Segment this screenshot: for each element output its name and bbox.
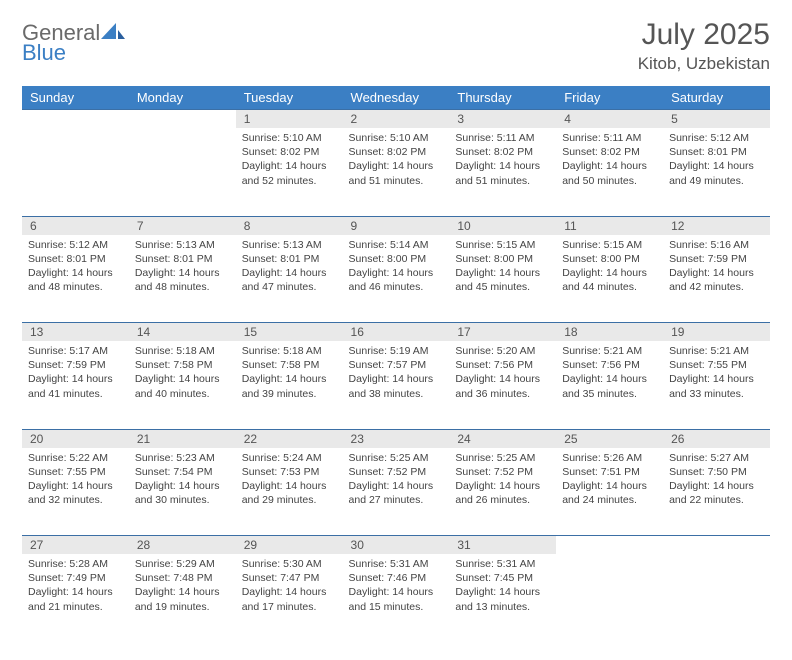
- daynum-row: 20212223242526: [22, 429, 770, 448]
- brand-text: General Blue: [22, 22, 126, 63]
- day-cell: Sunrise: 5:23 AMSunset: 7:54 PMDaylight:…: [129, 448, 236, 536]
- day-number: 12: [663, 216, 770, 235]
- title-block: July 2025 Kitob, Uzbekistan: [638, 18, 770, 74]
- day-number: 22: [236, 429, 343, 448]
- content-row: Sunrise: 5:10 AMSunset: 8:02 PMDaylight:…: [22, 128, 770, 216]
- dayhead-sun: Sunday: [22, 86, 129, 110]
- day-number: [663, 536, 770, 555]
- content-row: Sunrise: 5:17 AMSunset: 7:59 PMDaylight:…: [22, 341, 770, 429]
- day-cell: Sunrise: 5:12 AMSunset: 8:01 PMDaylight:…: [663, 128, 770, 216]
- sail-icon: [100, 22, 126, 40]
- day-cell: Sunrise: 5:21 AMSunset: 7:56 PMDaylight:…: [556, 341, 663, 429]
- day-cell: [663, 554, 770, 642]
- day-number: 24: [449, 429, 556, 448]
- brand-logo: General Blue: [22, 18, 126, 63]
- content-row: Sunrise: 5:22 AMSunset: 7:55 PMDaylight:…: [22, 448, 770, 536]
- day-number: 13: [22, 323, 129, 342]
- day-number: 7: [129, 216, 236, 235]
- day-number: [556, 536, 663, 555]
- day-number: 16: [343, 323, 450, 342]
- day-number: 26: [663, 429, 770, 448]
- day-cell: Sunrise: 5:31 AMSunset: 7:46 PMDaylight:…: [343, 554, 450, 642]
- daynum-row: 12345: [22, 110, 770, 129]
- day-cell: Sunrise: 5:15 AMSunset: 8:00 PMDaylight:…: [449, 235, 556, 323]
- day-number: 6: [22, 216, 129, 235]
- header: General Blue July 2025 Kitob, Uzbekistan: [22, 18, 770, 74]
- day-cell: Sunrise: 5:31 AMSunset: 7:45 PMDaylight:…: [449, 554, 556, 642]
- day-cell: Sunrise: 5:27 AMSunset: 7:50 PMDaylight:…: [663, 448, 770, 536]
- content-row: Sunrise: 5:28 AMSunset: 7:49 PMDaylight:…: [22, 554, 770, 642]
- day-number: 1: [236, 110, 343, 129]
- day-cell: Sunrise: 5:29 AMSunset: 7:48 PMDaylight:…: [129, 554, 236, 642]
- calendar: Sunday Monday Tuesday Wednesday Thursday…: [22, 86, 770, 642]
- day-cell: [556, 554, 663, 642]
- day-number: 30: [343, 536, 450, 555]
- day-cell: Sunrise: 5:28 AMSunset: 7:49 PMDaylight:…: [22, 554, 129, 642]
- day-cell: Sunrise: 5:18 AMSunset: 7:58 PMDaylight:…: [129, 341, 236, 429]
- dayhead-thu: Thursday: [449, 86, 556, 110]
- day-number: 4: [556, 110, 663, 129]
- day-header-row: Sunday Monday Tuesday Wednesday Thursday…: [22, 86, 770, 110]
- day-cell: Sunrise: 5:13 AMSunset: 8:01 PMDaylight:…: [129, 235, 236, 323]
- day-number: 17: [449, 323, 556, 342]
- dayhead-sat: Saturday: [663, 86, 770, 110]
- day-number: 18: [556, 323, 663, 342]
- day-number: 14: [129, 323, 236, 342]
- dayhead-fri: Friday: [556, 86, 663, 110]
- day-number: 31: [449, 536, 556, 555]
- day-cell: Sunrise: 5:11 AMSunset: 8:02 PMDaylight:…: [449, 128, 556, 216]
- day-cell: Sunrise: 5:22 AMSunset: 7:55 PMDaylight:…: [22, 448, 129, 536]
- daynum-row: 2728293031: [22, 536, 770, 555]
- day-cell: Sunrise: 5:10 AMSunset: 8:02 PMDaylight:…: [236, 128, 343, 216]
- day-number: 15: [236, 323, 343, 342]
- day-cell: Sunrise: 5:24 AMSunset: 7:53 PMDaylight:…: [236, 448, 343, 536]
- day-cell: Sunrise: 5:17 AMSunset: 7:59 PMDaylight:…: [22, 341, 129, 429]
- page: General Blue July 2025 Kitob, Uzbekistan…: [0, 0, 792, 660]
- daynum-row: 6789101112: [22, 216, 770, 235]
- day-cell: Sunrise: 5:15 AMSunset: 8:00 PMDaylight:…: [556, 235, 663, 323]
- day-number: 8: [236, 216, 343, 235]
- day-number: 29: [236, 536, 343, 555]
- day-cell: [22, 128, 129, 216]
- brand-word2: Blue: [22, 40, 66, 65]
- day-cell: Sunrise: 5:20 AMSunset: 7:56 PMDaylight:…: [449, 341, 556, 429]
- content-row: Sunrise: 5:12 AMSunset: 8:01 PMDaylight:…: [22, 235, 770, 323]
- day-number: 19: [663, 323, 770, 342]
- day-cell: Sunrise: 5:19 AMSunset: 7:57 PMDaylight:…: [343, 341, 450, 429]
- day-cell: Sunrise: 5:18 AMSunset: 7:58 PMDaylight:…: [236, 341, 343, 429]
- day-number: 5: [663, 110, 770, 129]
- day-cell: Sunrise: 5:13 AMSunset: 8:01 PMDaylight:…: [236, 235, 343, 323]
- day-number: [129, 110, 236, 129]
- day-number: 25: [556, 429, 663, 448]
- day-cell: Sunrise: 5:10 AMSunset: 8:02 PMDaylight:…: [343, 128, 450, 216]
- daynum-row: 13141516171819: [22, 323, 770, 342]
- dayhead-wed: Wednesday: [343, 86, 450, 110]
- day-cell: Sunrise: 5:30 AMSunset: 7:47 PMDaylight:…: [236, 554, 343, 642]
- day-number: 3: [449, 110, 556, 129]
- day-number: 27: [22, 536, 129, 555]
- day-number: 28: [129, 536, 236, 555]
- day-cell: Sunrise: 5:21 AMSunset: 7:55 PMDaylight:…: [663, 341, 770, 429]
- location: Kitob, Uzbekistan: [638, 54, 770, 74]
- day-cell: Sunrise: 5:16 AMSunset: 7:59 PMDaylight:…: [663, 235, 770, 323]
- day-number: 9: [343, 216, 450, 235]
- day-number: 21: [129, 429, 236, 448]
- day-cell: Sunrise: 5:11 AMSunset: 8:02 PMDaylight:…: [556, 128, 663, 216]
- day-number: 20: [22, 429, 129, 448]
- dayhead-tue: Tuesday: [236, 86, 343, 110]
- day-number: 11: [556, 216, 663, 235]
- day-number: 10: [449, 216, 556, 235]
- day-cell: Sunrise: 5:25 AMSunset: 7:52 PMDaylight:…: [449, 448, 556, 536]
- day-number: 23: [343, 429, 450, 448]
- page-title: July 2025: [638, 18, 770, 52]
- day-number: [22, 110, 129, 129]
- day-cell: Sunrise: 5:25 AMSunset: 7:52 PMDaylight:…: [343, 448, 450, 536]
- day-cell: Sunrise: 5:12 AMSunset: 8:01 PMDaylight:…: [22, 235, 129, 323]
- day-cell: Sunrise: 5:26 AMSunset: 7:51 PMDaylight:…: [556, 448, 663, 536]
- day-cell: Sunrise: 5:14 AMSunset: 8:00 PMDaylight:…: [343, 235, 450, 323]
- day-cell: [129, 128, 236, 216]
- dayhead-mon: Monday: [129, 86, 236, 110]
- day-number: 2: [343, 110, 450, 129]
